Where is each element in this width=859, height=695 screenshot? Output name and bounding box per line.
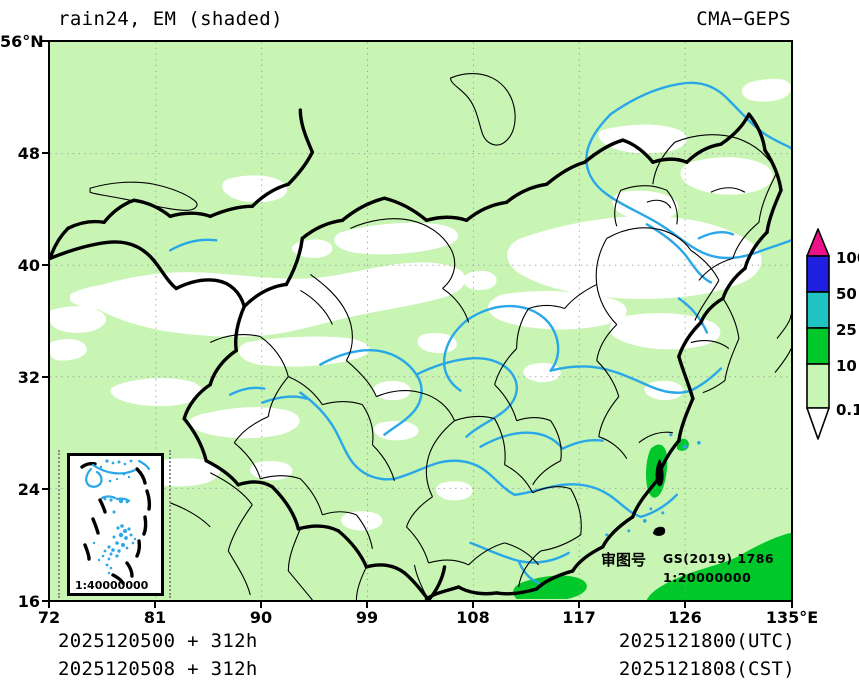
x-tick-81 [154, 602, 156, 608]
x-tick-label-99: 99 [355, 608, 379, 627]
inset-dash-right [169, 450, 171, 598]
x-tick-72 [48, 602, 50, 608]
colorbar-swatches [806, 228, 830, 440]
colorbar-label-50: 50 [836, 285, 857, 303]
y-tick-24 [42, 488, 48, 490]
footer-init-time-utc: 2025120500 + 312h [58, 630, 258, 652]
colorbar-band-25-50 [806, 291, 830, 329]
footer-init-time-cst: 2025120508 + 312h [58, 658, 258, 680]
colorbar-label-100: 100 [836, 249, 859, 267]
y-tick-label-56: 56°N [0, 32, 44, 51]
x-tick-label-126: 126 [668, 608, 702, 627]
x-tick-label-72: 72 [37, 608, 61, 627]
inset-coastlines [85, 459, 151, 503]
x-tick-108 [472, 602, 474, 608]
x-tick-label-135: 135°E [765, 608, 819, 627]
y-tick-label-16: 16 [17, 592, 40, 611]
map-plot-area: 1:40000000 审图号 GS(2019) 1786 1:20000000 [48, 40, 793, 602]
inset-scale-label: 1:40000000 [75, 579, 149, 592]
chart-title: rain24, EM (shaded) [58, 8, 283, 30]
south-china-sea-inset: 1:40000000 [67, 453, 164, 596]
inset-island-dots [92, 459, 137, 575]
y-tick-48 [42, 152, 48, 154]
x-tick-label-90: 90 [249, 608, 273, 627]
x-tick-117 [578, 602, 580, 608]
province-borders [209, 134, 778, 588]
y-tick-40 [42, 264, 48, 266]
colorbar-band-50-100 [806, 255, 830, 293]
x-tick-126 [684, 602, 686, 608]
y-tick-label-40: 40 [17, 256, 40, 275]
y-tick-label-48: 48 [17, 144, 40, 163]
shade-band-under-01 [50, 78, 791, 531]
national-border [50, 108, 783, 600]
colorbar-label-25: 25 [836, 321, 857, 339]
colorbar-band-10-25 [806, 327, 830, 365]
precipitation-colorbar: 100 50 25 10 0.1 [806, 228, 859, 440]
approval-number-value: GS(2019) 1786 [663, 551, 775, 566]
nine-dash-line [80, 461, 152, 585]
x-tick-label-117: 117 [562, 608, 596, 627]
inset-canvas [69, 455, 162, 594]
colorbar-label-01: 0.1 [836, 401, 859, 419]
map-scale-label: 1:20000000 [663, 570, 752, 585]
y-tick-16 [42, 600, 48, 602]
map-canvas [50, 42, 791, 600]
island-dots [605, 433, 701, 537]
y-tick-32 [42, 376, 48, 378]
island-marks [652, 458, 666, 536]
foreign-outlines [89, 73, 791, 600]
x-tick-135 [791, 602, 793, 608]
y-tick-label-24: 24 [17, 480, 40, 499]
map-approval-watermark: 审图号 GS(2019) 1786 1:20000000 [601, 547, 791, 595]
model-label: CMA−GEPS [696, 8, 791, 30]
y-tick-56 [42, 40, 48, 42]
x-tick-90 [260, 602, 262, 608]
x-tick-label-81: 81 [143, 608, 167, 627]
footer-valid-time-cst: 2025121808(CST) [618, 658, 795, 680]
inset-dash-left [58, 450, 60, 598]
colorbar-under-01 [806, 407, 830, 440]
approval-number-cn-label: 审图号 [601, 551, 647, 569]
y-tick-label-32: 32 [17, 368, 40, 387]
map-gridlines [50, 42, 791, 600]
footer-valid-time-utc: 2025121800(UTC) [618, 630, 795, 652]
x-tick-99 [366, 602, 368, 608]
colorbar-band-01-10 [806, 363, 830, 409]
colorbar-label-10: 10 [836, 357, 857, 375]
colorbar-over-100 [806, 228, 830, 257]
x-tick-label-108: 108 [456, 608, 490, 627]
